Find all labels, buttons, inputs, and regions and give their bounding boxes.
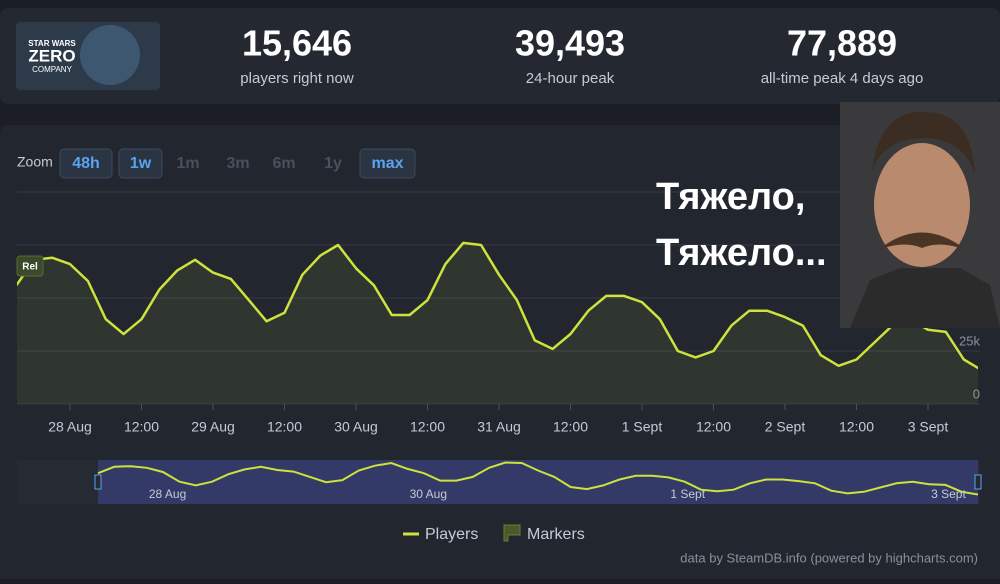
meme-text: Тяжело... (656, 232, 827, 274)
legend-label[interactable]: Markers (527, 526, 585, 543)
legend: Players Markers (403, 524, 585, 543)
stat-value: 77,889 (787, 23, 897, 64)
x-tick-label: 31 Aug (477, 419, 521, 435)
navigator-handle[interactable] (974, 474, 982, 490)
x-tick-label: 28 Aug (48, 419, 92, 435)
x-tick-label: 12:00 (696, 419, 731, 435)
stat-label: players right now (240, 70, 354, 87)
stats-panel (0, 8, 1000, 104)
zoom-button[interactable]: max (371, 155, 403, 172)
x-tick-label: 2 Sept (765, 419, 806, 435)
x-tick-label: 1 Sept (622, 419, 663, 435)
logo-line: ZERO (28, 46, 75, 65)
zoom-button[interactable]: 1m (176, 155, 199, 172)
zoom-button[interactable]: 3m (226, 155, 249, 172)
zoom-button[interactable]: 48h (72, 155, 100, 172)
credit: data by SteamDB.info (powered by highcha… (680, 550, 978, 565)
zoom-button[interactable]: 1w (130, 155, 152, 172)
zoom-button-bg (59, 148, 113, 179)
zoom-label: Zoom (17, 154, 53, 170)
navigator-window (98, 460, 978, 504)
x-tick-label: 12:00 (839, 419, 874, 435)
logo-line: STAR WARS (28, 39, 76, 48)
portrait-moustache (878, 232, 966, 250)
y-tick-label: 0 (973, 386, 980, 401)
zoom-button[interactable]: 6m (272, 155, 295, 172)
zoom-button-bg (118, 148, 163, 179)
marker-badge-bg (16, 255, 44, 277)
stat-label: 24-hour peak (526, 70, 615, 87)
navigator-label: 1 Sept (670, 487, 705, 501)
navigator-handle[interactable] (94, 474, 102, 490)
legend-marker-icon (503, 524, 521, 542)
x-tick-label: 12:00 (410, 419, 445, 435)
area-fill (17, 242, 978, 404)
zoom-button-bg (359, 148, 416, 179)
y-tick-label: 25k (959, 333, 980, 348)
x-tick-label: 12:00 (124, 419, 159, 435)
zoom-button[interactable]: 1y (324, 155, 342, 172)
game-art (80, 25, 140, 85)
legend-label[interactable]: Players (425, 526, 478, 543)
navigator-label: 28 Aug (149, 487, 186, 501)
navigator-label: 30 Aug (410, 487, 447, 501)
x-tick-label: 12:00 (553, 419, 588, 435)
x-tick-label: 29 Aug (191, 419, 235, 435)
line (17, 241, 978, 370)
navigator-bg (17, 460, 980, 504)
meme-text: Тяжело, (656, 176, 805, 218)
zoom-buttons: 48h 1w 1m 3m 6m 1y max (59, 148, 416, 179)
navigator: 28 Aug 30 Aug 1 Sept 3 Sept (17, 460, 982, 504)
portrait-hair (872, 111, 975, 175)
navigator-label: 3 Sept (931, 487, 966, 501)
logo-line: COMPANY (32, 65, 73, 74)
stat-label: all-time peak 4 days ago (761, 70, 924, 87)
x-tick-label: 12:00 (267, 419, 302, 435)
stat-value: 39,493 (515, 23, 625, 64)
portrait-face (874, 143, 970, 267)
navigator-line (97, 461, 979, 496)
stat-value: 15,646 (242, 23, 352, 64)
x-tick-label: 30 Aug (334, 419, 378, 435)
marker-badge: Rel (22, 262, 38, 273)
x-tick-label: 3 Sept (908, 419, 949, 435)
meme-image (840, 102, 1000, 328)
portrait-jacket (850, 268, 1000, 328)
